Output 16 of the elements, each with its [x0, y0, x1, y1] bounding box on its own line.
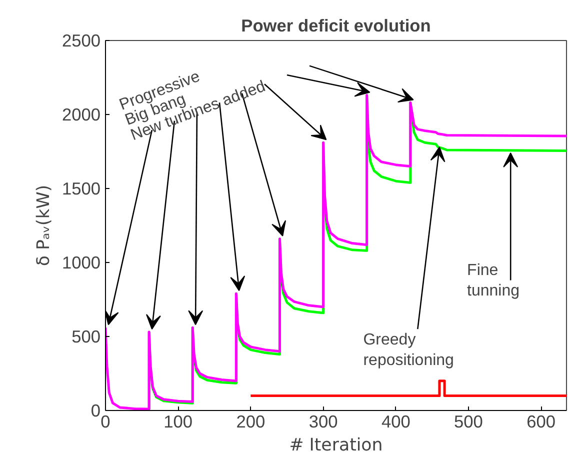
chart-title: Power deficit evolution	[241, 16, 431, 36]
x-tick-label: 200	[236, 412, 266, 432]
y-tick-label: 2500	[62, 30, 101, 50]
y-tick-label: 2000	[62, 104, 101, 124]
y-tick-label: 1500	[62, 178, 101, 198]
x-tick-label: 400	[381, 412, 410, 432]
annotation: Fine tunning	[467, 262, 520, 300]
y-tick-label: 500	[72, 326, 101, 346]
y-tick-label: 1000	[62, 252, 101, 272]
x-tick-label: 600	[526, 412, 556, 432]
x-tick-label: 500	[454, 412, 483, 432]
x-tick-label: 100	[164, 412, 193, 432]
annotation: Greedy repositioning	[363, 332, 454, 370]
x-axis-title: # Iteration	[289, 436, 383, 456]
x-tick-label: 300	[308, 412, 338, 432]
y-axis-title: δ Pₐᵥ(kW)	[34, 184, 54, 266]
